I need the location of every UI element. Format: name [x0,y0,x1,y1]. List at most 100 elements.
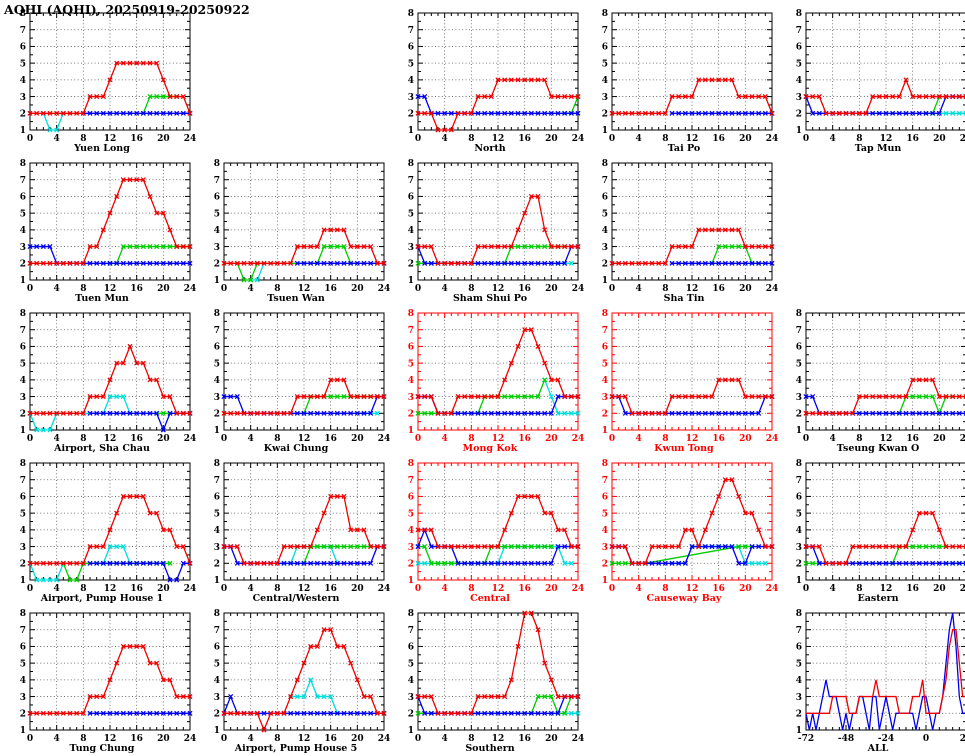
svg-text:1: 1 [20,576,26,586]
svg-text:12: 12 [104,284,117,294]
svg-text:8: 8 [468,734,474,744]
chart-panel-airport-pump-house-5: 1 2 3 4 5 6 7 8 0 4 8 12 16 20 24 Airport, Pump House 5 [202,608,390,756]
svg-text:16: 16 [130,434,143,444]
svg-text:8: 8 [20,609,26,619]
panel-title: Tuen Mun [75,293,129,304]
svg-text:3: 3 [408,93,414,103]
svg-text:12: 12 [298,584,311,594]
svg-text:24: 24 [184,734,196,744]
svg-text:5: 5 [602,209,608,219]
svg-text:4: 4 [248,434,254,444]
chart-panel-tung-chung: 1 2 3 4 5 6 7 8 0 4 8 12 16 20 24 Tung Chung [8,608,196,756]
svg-text:1: 1 [796,726,802,736]
svg-text:-72: -72 [798,734,814,744]
svg-text:3: 3 [214,693,220,703]
svg-text:2: 2 [602,259,608,269]
svg-text:12: 12 [880,434,893,444]
svg-text:1: 1 [602,426,608,436]
chart-panel-mong-kok: 1 2 3 4 5 6 7 8 0 4 8 12 16 20 24 Mong Kok [396,308,584,456]
svg-text:20: 20 [157,584,170,594]
svg-text:4: 4 [54,134,60,144]
panel-title: Tung Chung [69,743,135,754]
svg-text:8: 8 [662,134,668,144]
svg-text:8: 8 [662,284,668,294]
panel-title: Southern [465,743,515,754]
svg-text:24: 24 [960,134,965,144]
svg-text:0: 0 [27,434,33,444]
svg-text:6: 6 [20,193,26,203]
svg-text:7: 7 [20,626,26,636]
chart-panel-all: 1 2 3 4 5 6 7 8 -72 -48 -24 0 24 ALL [784,608,965,756]
svg-text:20: 20 [157,284,170,294]
svg-text:6: 6 [20,343,26,353]
svg-text:8: 8 [80,134,86,144]
svg-text:12: 12 [880,584,893,594]
svg-text:4: 4 [602,76,608,86]
svg-text:4: 4 [636,584,642,594]
svg-text:7: 7 [408,26,414,36]
svg-text:24: 24 [960,584,965,594]
svg-text:2: 2 [214,409,220,419]
svg-text:4: 4 [214,226,220,236]
svg-text:20: 20 [545,284,558,294]
svg-text:4: 4 [636,134,642,144]
svg-text:3: 3 [20,543,26,553]
svg-text:5: 5 [20,509,26,519]
svg-text:5: 5 [214,659,220,669]
svg-text:4: 4 [20,76,26,86]
svg-text:7: 7 [796,626,802,636]
svg-text:6: 6 [796,343,802,353]
svg-text:0: 0 [415,134,421,144]
svg-text:24: 24 [184,434,196,444]
svg-text:20: 20 [157,134,170,144]
svg-text:4: 4 [54,584,60,594]
svg-text:8: 8 [796,609,802,619]
svg-text:20: 20 [739,584,752,594]
svg-text:20: 20 [545,434,558,444]
svg-text:3: 3 [796,393,802,403]
svg-text:8: 8 [20,309,26,319]
panel-title: Mong Kok [462,443,518,454]
svg-text:4: 4 [442,584,448,594]
svg-text:12: 12 [492,134,505,144]
svg-text:7: 7 [214,626,220,636]
svg-text:3: 3 [796,543,802,553]
svg-text:4: 4 [408,376,414,386]
svg-text:16: 16 [712,434,725,444]
svg-text:8: 8 [602,159,608,169]
svg-text:8: 8 [408,159,414,169]
svg-text:0: 0 [221,284,227,294]
svg-text:1: 1 [796,426,802,436]
svg-text:4: 4 [830,584,836,594]
svg-text:8: 8 [80,284,86,294]
svg-text:-48: -48 [838,734,854,744]
svg-text:20: 20 [933,134,946,144]
svg-text:4: 4 [54,434,60,444]
svg-text:2: 2 [796,409,802,419]
svg-text:4: 4 [442,284,448,294]
panel-title: Causeway Bay [646,593,722,604]
svg-text:1: 1 [408,576,414,586]
chart-panel-sham-shui-po: 1 2 3 4 5 6 7 8 0 4 8 12 16 20 24 Sham Shui Po [396,158,584,306]
svg-text:7: 7 [408,476,414,486]
svg-text:6: 6 [408,193,414,203]
svg-text:12: 12 [298,284,311,294]
svg-text:0: 0 [803,584,809,594]
panel-title: Eastern [857,593,899,604]
svg-text:5: 5 [796,659,802,669]
svg-text:8: 8 [80,734,86,744]
chart-panel-airport-sha-chau: 1 2 3 4 5 6 7 8 0 4 8 12 16 20 24 Airport, Sha Chau [8,308,196,456]
svg-text:4: 4 [796,526,802,536]
svg-text:1: 1 [20,276,26,286]
svg-text:20: 20 [351,734,364,744]
svg-text:12: 12 [686,434,699,444]
svg-text:4: 4 [442,134,448,144]
svg-text:6: 6 [602,343,608,353]
svg-text:7: 7 [602,176,608,186]
svg-text:8: 8 [468,434,474,444]
svg-text:4: 4 [636,434,642,444]
svg-text:1: 1 [408,726,414,736]
